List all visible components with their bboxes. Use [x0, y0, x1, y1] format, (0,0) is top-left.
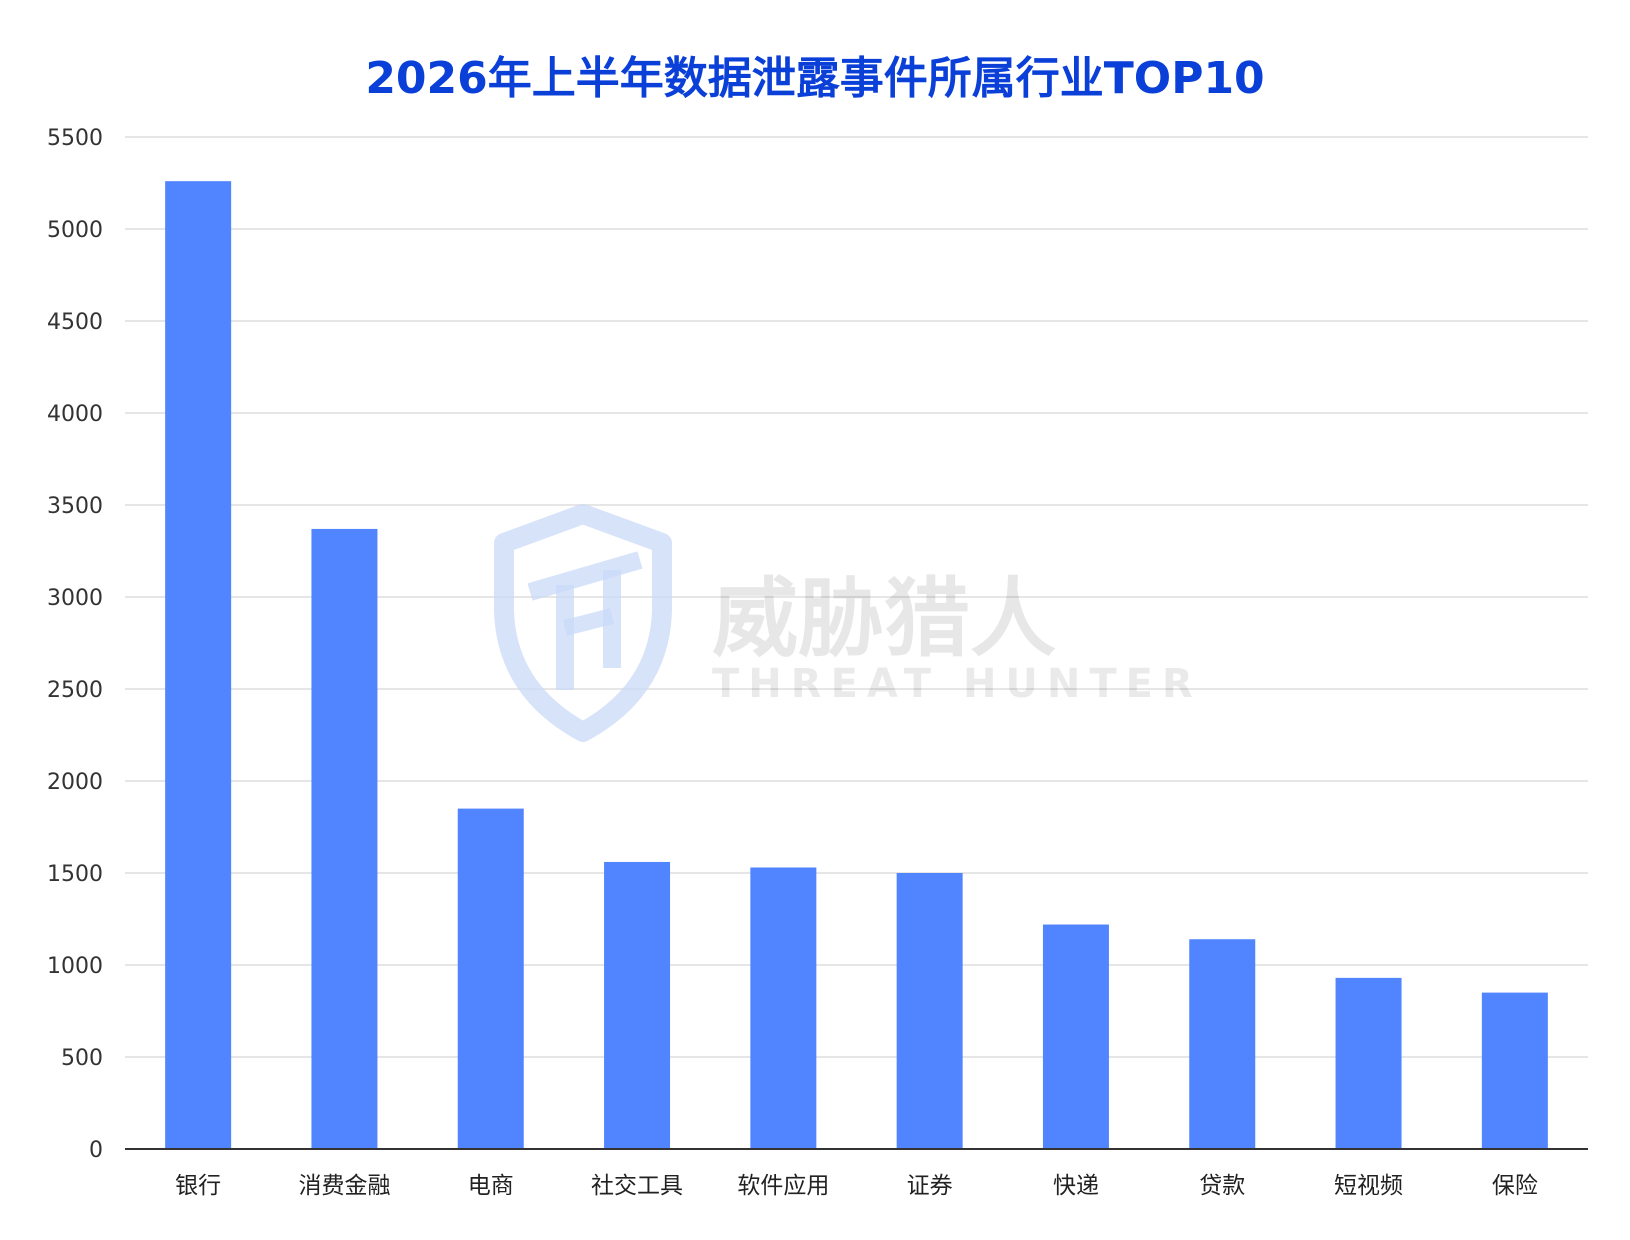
bar-10 [1481, 992, 1548, 1149]
watermark-text-cn: 威胁猎人 [712, 569, 1056, 669]
x-category-label: 软件应用 [737, 1173, 829, 1199]
x-category-label: 贷款 [1199, 1173, 1245, 1199]
bar-6 [896, 873, 963, 1149]
x-category-label: 保险 [1492, 1173, 1538, 1199]
y-axis-ticks: 0 500 1000 1500 2000 2500 3000 3500 4000 4500 5000… [47, 126, 103, 1163]
x-category-label: 银行 [175, 1173, 221, 1199]
bar-8 [1189, 939, 1256, 1149]
y-tick-label: 500 [61, 1046, 103, 1071]
y-tick-label: 2000 [47, 770, 103, 795]
x-category-label: 短视频 [1334, 1173, 1403, 1199]
bar-2 [311, 528, 378, 1149]
watermark: 威胁猎人 THREAT HUNTER [494, 504, 1202, 742]
bar-7 [1042, 924, 1109, 1149]
shield-th-logo-icon [494, 504, 672, 742]
x-category-label: 电商 [468, 1173, 514, 1199]
bar-4 [604, 861, 671, 1149]
x-category-label: 社交工具 [591, 1173, 683, 1199]
x-category-label: 证券 [907, 1173, 953, 1199]
y-tick-label: 4500 [47, 310, 103, 335]
y-tick-label: 3000 [47, 586, 103, 611]
y-tick-label: 3500 [47, 494, 103, 519]
y-tick-label: 2500 [47, 678, 103, 703]
bar-3 [457, 808, 524, 1149]
y-tick-label: 1500 [47, 862, 103, 887]
y-tick-label: 5500 [47, 126, 103, 151]
y-tick-label: 5000 [47, 218, 103, 243]
y-tick-label: 1000 [47, 954, 103, 979]
chart-title: 2026年上半年数据泄露事件所属行业TOP10 [365, 53, 1264, 104]
x-category-label: 消费金融 [298, 1173, 390, 1199]
bar-9 [1335, 977, 1402, 1149]
bar-1 [165, 181, 232, 1149]
watermark-text-en: THREAT HUNTER [712, 661, 1202, 707]
y-tick-label: 0 [89, 1138, 103, 1163]
y-tick-label: 4000 [47, 402, 103, 427]
x-axis-categories: 银行 消费金融 电商 社交工具 软件应用 证券 快递 贷款 短视频 保险 [175, 1173, 1538, 1199]
x-category-label: 快递 [1053, 1173, 1099, 1199]
bars [165, 181, 1548, 1149]
bar-5 [750, 867, 817, 1149]
